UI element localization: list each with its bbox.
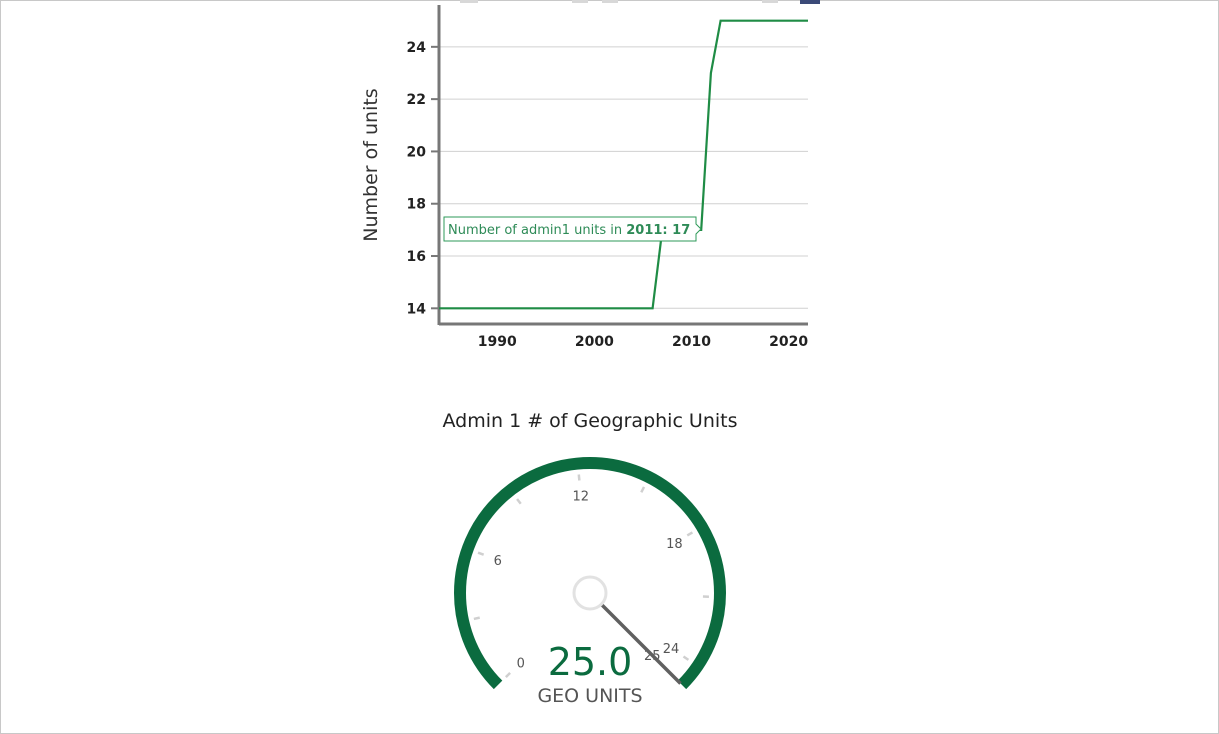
gauge-unit-label: GEO UNITS xyxy=(537,685,642,707)
gauge-hub xyxy=(572,575,608,611)
gauge-tick-label: 0 xyxy=(517,656,525,671)
x-tick-label: 1990 xyxy=(478,334,517,350)
toolbar-icon[interactable] xyxy=(572,0,588,3)
y-axis-label: Number of units xyxy=(360,88,382,241)
gauge-tick-label: 18 xyxy=(666,537,683,552)
x-tick-label: 2020 xyxy=(769,334,808,350)
y-tick-label: 24 xyxy=(407,40,427,56)
toolbar-icon[interactable] xyxy=(460,0,478,3)
toolbar-icon[interactable] xyxy=(762,0,778,3)
tooltip-text: Number of admin1 units in 2011: 17 xyxy=(448,223,690,238)
gauge-tick xyxy=(686,531,694,537)
tooltip: Number of admin1 units in 2011: 17 xyxy=(443,216,702,242)
gauge-tick-label: 6 xyxy=(494,554,502,569)
y-tick-label: 16 xyxy=(407,249,426,265)
y-tick-label: 14 xyxy=(407,301,427,317)
y-tick-label: 20 xyxy=(407,144,427,160)
line-chart: 14 16 18 20 22 24 1990 2000 2010 2020 xyxy=(407,5,808,350)
gauge-tick xyxy=(504,672,511,679)
series-line xyxy=(439,19,808,310)
gauge-tick xyxy=(477,551,485,556)
chart-toolbar xyxy=(460,0,820,4)
y-tick-label: 18 xyxy=(407,197,426,213)
y-tick-label: 22 xyxy=(407,92,426,108)
gauge-arc xyxy=(454,457,726,690)
gauge-tick xyxy=(516,498,522,505)
gauge-tick xyxy=(473,616,480,621)
x-tick-label: 2000 xyxy=(575,334,614,350)
toolbar-icon[interactable] xyxy=(602,0,618,3)
gauge-title: Admin 1 # of Geographic Units xyxy=(442,410,737,432)
gauge-tick xyxy=(682,655,690,661)
gauge-tick xyxy=(577,474,581,481)
gauge-tick-label: 12 xyxy=(573,489,590,504)
gauge-tick-label: 24 xyxy=(663,642,680,657)
toolbar-icon[interactable] xyxy=(800,0,820,4)
gauge-needle xyxy=(600,603,682,685)
gauge-tick xyxy=(640,486,646,493)
x-tick-label: 2010 xyxy=(672,334,711,350)
gauge-value: 25.0 xyxy=(548,640,633,684)
